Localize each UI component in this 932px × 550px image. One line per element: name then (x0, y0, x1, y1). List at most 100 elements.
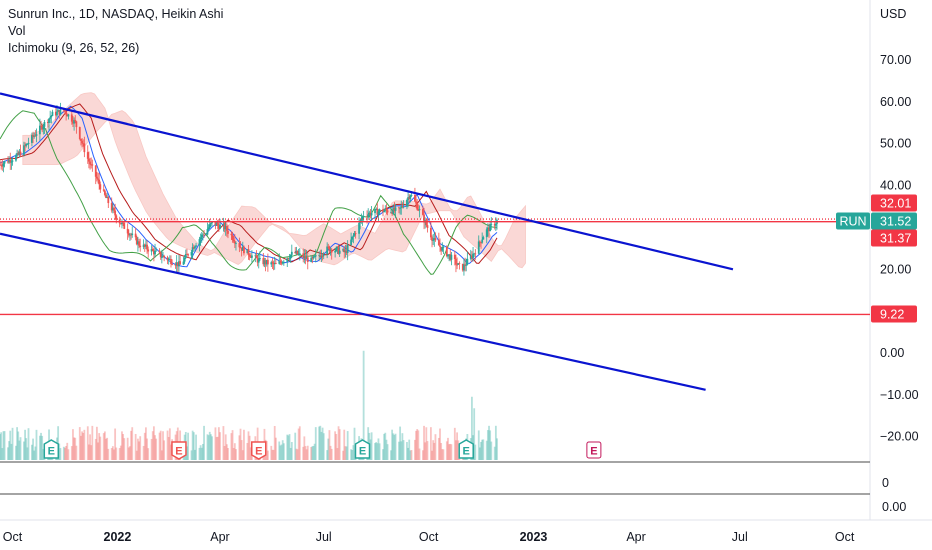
candle (24, 145, 26, 147)
volume-bar (122, 434, 125, 460)
volume-bar (328, 430, 331, 460)
candle (114, 210, 117, 216)
volume-bar (410, 450, 413, 460)
candle (121, 222, 123, 225)
candle (362, 216, 365, 218)
volume-bar (390, 450, 392, 460)
candle (64, 110, 66, 112)
price-tag[interactable]: 32.01 (871, 194, 917, 212)
candle (287, 258, 290, 260)
volume-bar (480, 441, 482, 460)
price-tag[interactable]: 31.52 (871, 212, 917, 230)
earnings-marker[interactable]: E (458, 439, 474, 459)
price-tick-label: −10.00 (880, 388, 919, 402)
price-tag[interactable]: 31.37 (871, 229, 917, 247)
volume-bar (232, 447, 235, 460)
legend-ichimoku[interactable]: Ichimoku (9, 26, 52, 26) (8, 41, 140, 55)
price-tag-label: 31.52 (880, 215, 911, 229)
volume-bar (248, 435, 251, 460)
volume-bar (95, 426, 98, 460)
candle (377, 211, 380, 215)
earnings-marker[interactable]: E (43, 439, 60, 459)
candle (142, 244, 145, 248)
candle (304, 255, 307, 259)
candle (170, 258, 172, 264)
volume-bar (455, 440, 457, 460)
volume-bar (98, 433, 101, 460)
candle (224, 226, 227, 230)
volume-bar (335, 433, 338, 460)
candle (150, 249, 153, 252)
volume-bar (353, 427, 356, 460)
volume-bar (313, 443, 316, 460)
candle (187, 254, 189, 256)
time-tick-label: 2022 (104, 530, 132, 544)
candle (447, 254, 449, 257)
earnings-marker[interactable]: E (251, 441, 267, 460)
price-tag-bg (871, 229, 917, 247)
volume-bar (23, 441, 25, 460)
trend-line[interactable] (0, 92, 734, 271)
volume-bar (233, 443, 236, 460)
earnings-marker[interactable]: E (354, 439, 371, 459)
candle (23, 145, 25, 155)
candle (273, 263, 276, 265)
earnings-label: E (175, 446, 182, 458)
price-tag[interactable]: 9.22 (871, 305, 917, 323)
candle (290, 251, 293, 255)
volume-bar (235, 449, 237, 460)
candle (40, 125, 42, 127)
volume-bar (370, 432, 373, 460)
earnings-marker[interactable]: E (586, 441, 602, 459)
candle (227, 230, 229, 234)
candle (440, 246, 443, 251)
earnings-marker[interactable]: E (171, 441, 187, 460)
candle (258, 258, 261, 260)
candle (167, 259, 170, 261)
candle (67, 114, 70, 117)
volume-bar (297, 428, 300, 460)
candle (489, 224, 492, 232)
volume-bar (287, 435, 290, 460)
legend-volume[interactable]: Vol (8, 24, 26, 38)
volume-bar (231, 430, 234, 460)
volume-bar (286, 434, 289, 460)
trend-line[interactable] (0, 232, 706, 391)
candle (159, 252, 162, 258)
price-tick-label: 50.00 (880, 137, 911, 151)
volume-bar (392, 433, 395, 460)
candle (370, 213, 373, 216)
volume-bar (494, 425, 497, 460)
volume-bar (147, 448, 150, 460)
volume-bar (62, 446, 65, 460)
candle (247, 249, 250, 256)
volume-bar (290, 442, 293, 460)
volume-bar (496, 438, 498, 460)
candle (478, 241, 481, 243)
candle (376, 208, 379, 215)
volume-bar (439, 428, 441, 460)
candle (54, 111, 57, 116)
candle (238, 243, 241, 248)
symbol-tag[interactable]: RUN (836, 212, 870, 230)
volume-bar (440, 443, 443, 460)
candle (298, 253, 301, 255)
candle (208, 224, 211, 228)
candle (482, 237, 485, 240)
volume-bar (162, 431, 164, 460)
candle (215, 223, 218, 226)
volume-bar (306, 445, 309, 460)
candle (219, 224, 221, 229)
volume-bar (214, 427, 217, 460)
candle (297, 253, 300, 255)
legend-symbol[interactable]: Sunrun Inc., 1D, NASDAQ, Heikin Ashi (8, 7, 224, 21)
candle (59, 109, 62, 115)
earnings-label: E (48, 446, 55, 458)
volume-bar (281, 440, 284, 460)
candle (119, 223, 122, 225)
volume-bar (375, 442, 378, 460)
horizontal-lines (0, 218, 870, 316)
candle (493, 224, 496, 226)
candle (58, 110, 61, 115)
